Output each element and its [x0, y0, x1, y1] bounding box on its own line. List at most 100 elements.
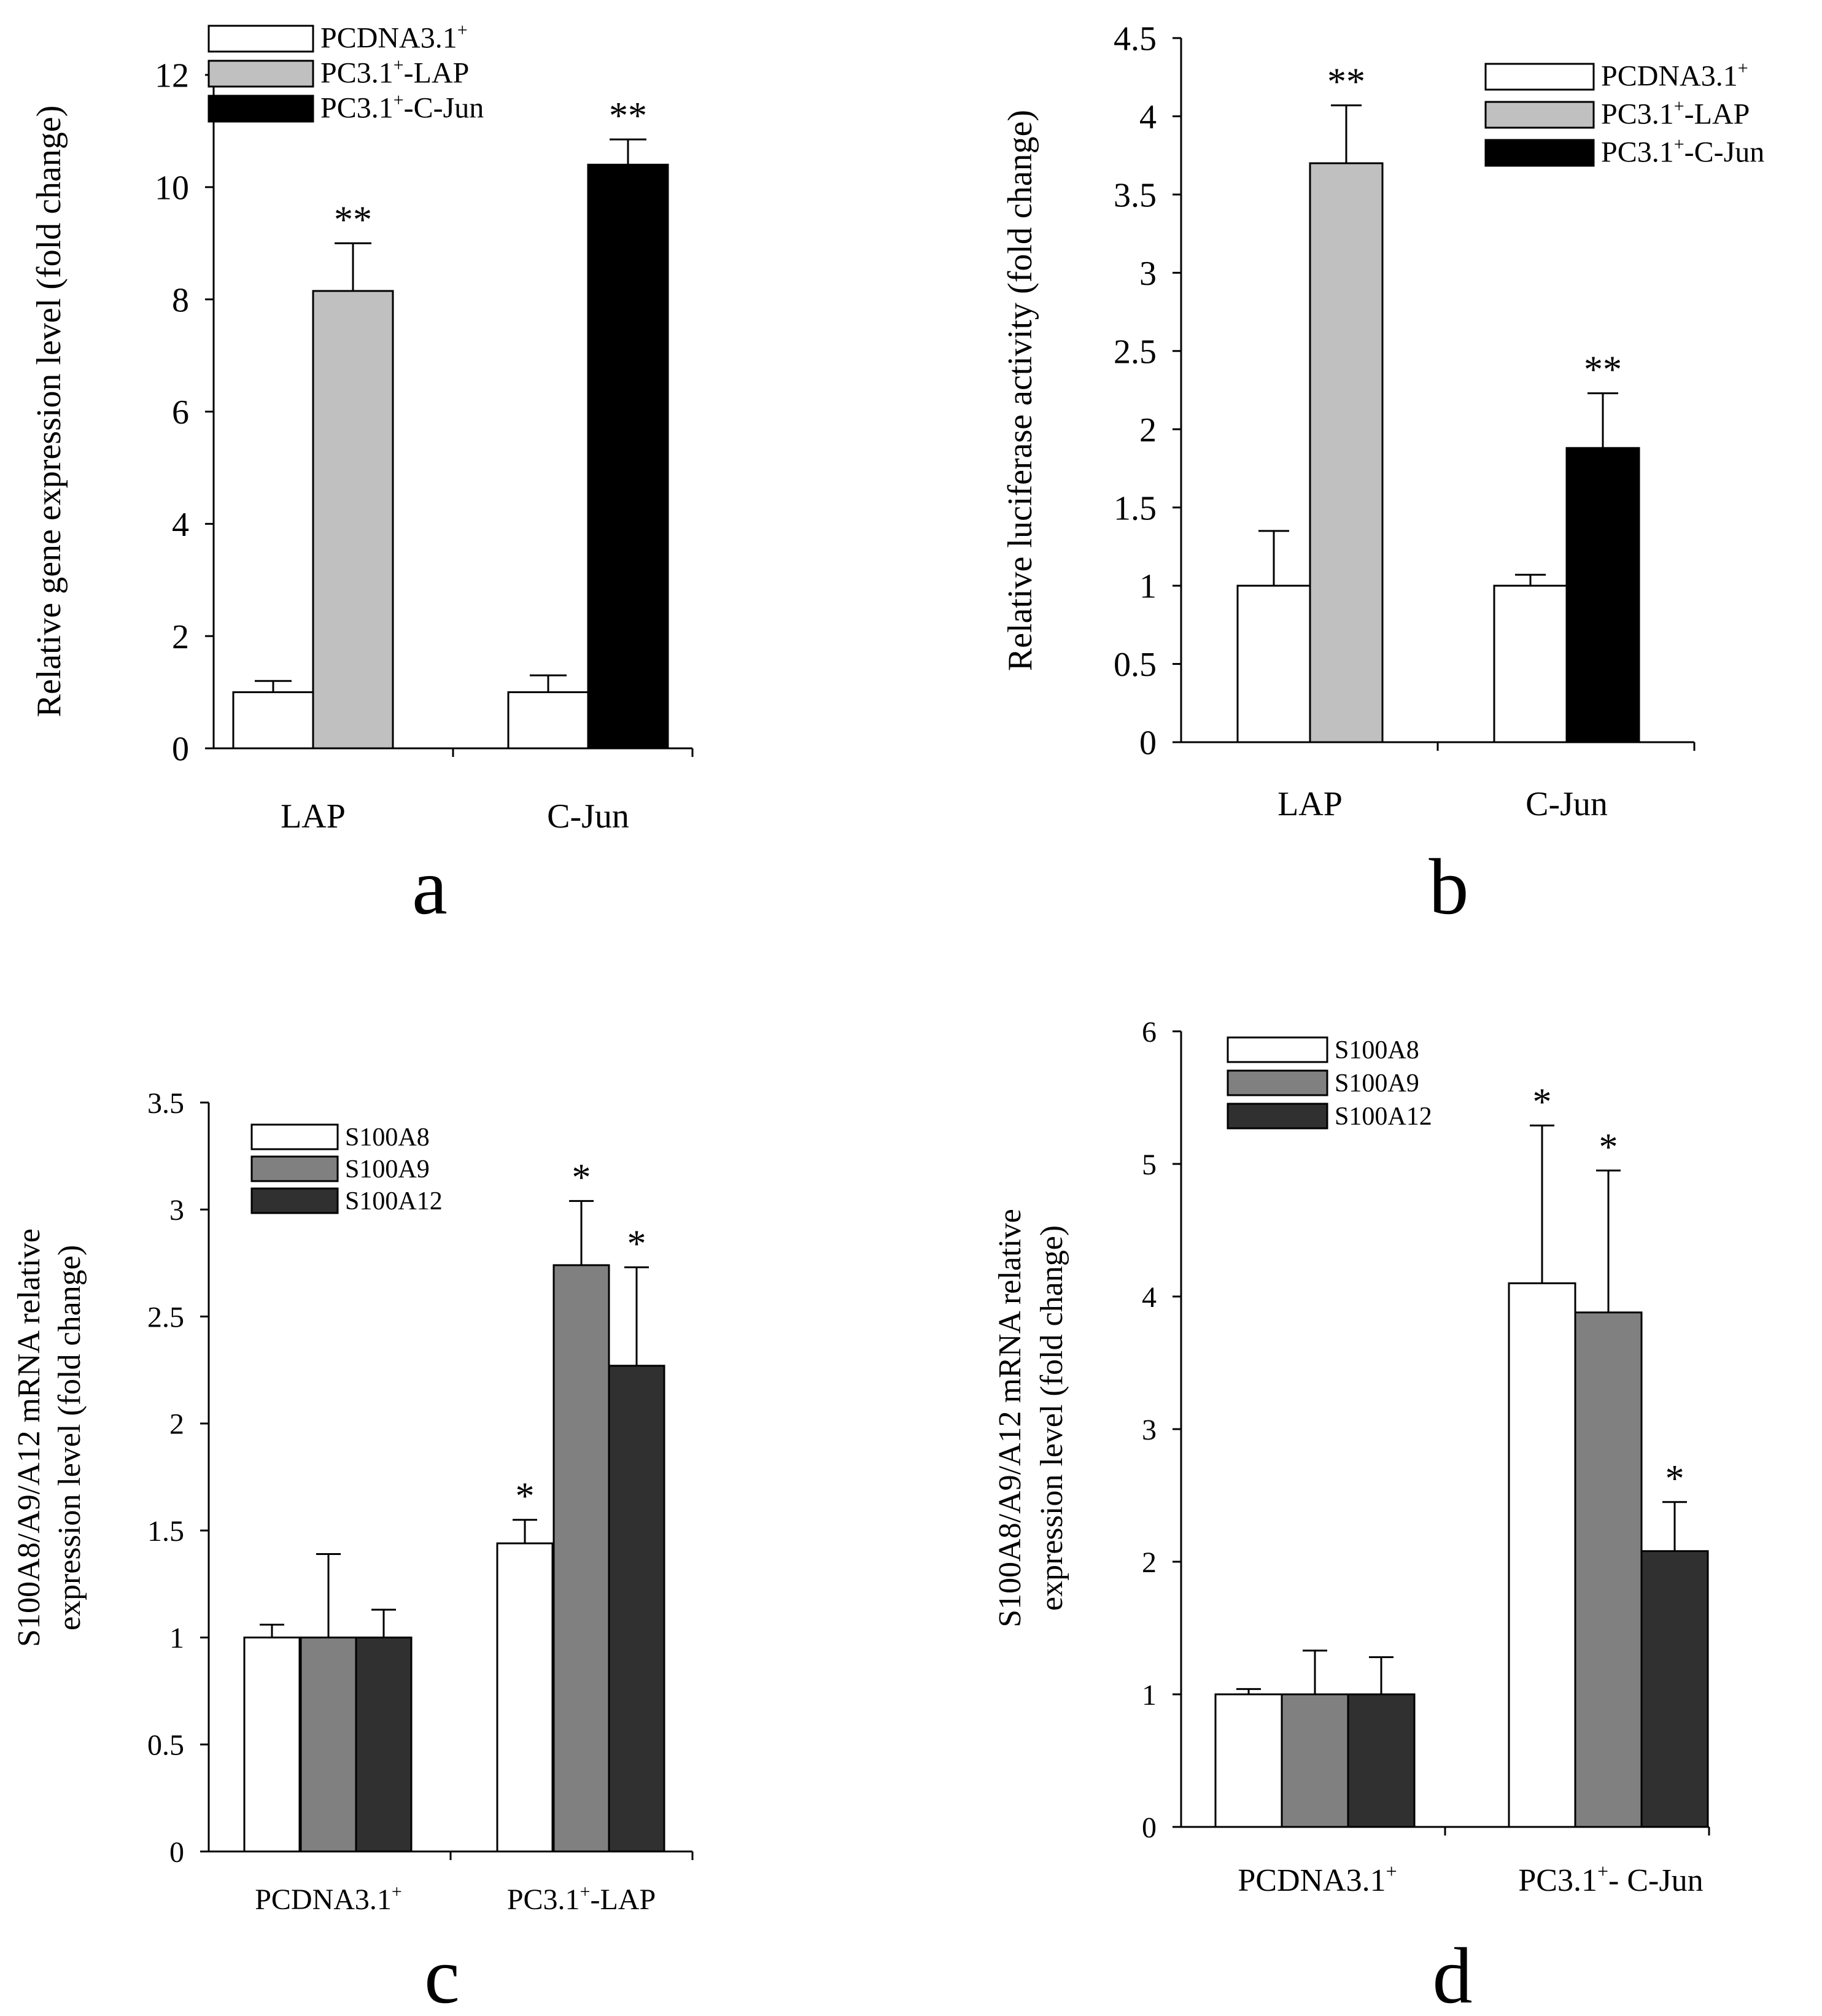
x-category-label: PCDNA3.1+​	[255, 1882, 402, 1916]
y-tick-label: 2.5	[1114, 333, 1157, 371]
bar	[552, 1264, 610, 1853]
legend-entry: PC3.1+​-C-Jun	[320, 90, 484, 125]
y-tick-label: 0	[1139, 724, 1157, 762]
y-axis-label-line-1: S100A8/A9/A12 mRNA relative	[12, 1228, 47, 1647]
legend-swatch	[207, 60, 314, 88]
y-tick-label: 6	[172, 394, 189, 432]
bar	[1493, 584, 1568, 743]
bar	[312, 290, 394, 750]
legend-swatch	[207, 95, 314, 123]
y-tick-label: 3	[1139, 255, 1157, 293]
legend-entry: S100A12	[345, 1187, 443, 1215]
y-tick-label: 3.5	[1114, 176, 1157, 214]
legend-swatch	[250, 1123, 339, 1150]
y-tick-label: 4	[1142, 1281, 1157, 1314]
panel-letter: b	[1429, 843, 1469, 931]
chart-panel-c: 0 0.5 1 1.5 2 2.5 3 3.5 PCDNA3.1+​ * * * PC3.1+​-LAP…	[12, 1087, 694, 2016]
y-tick-label: 10	[155, 169, 189, 207]
legend-entry: PC3.1+​-LAP	[1601, 96, 1750, 131]
significance-marker: **	[609, 95, 647, 137]
significance-marker: *	[572, 1157, 591, 1198]
y-tick-label: 3	[1142, 1414, 1157, 1446]
y-tick-label: 1	[169, 1622, 184, 1654]
y-axis-label: Relative luciferase activity (fold chang…	[1001, 110, 1039, 671]
y-tick-label: 3	[169, 1194, 184, 1227]
y-tick-label: 4	[1139, 98, 1157, 136]
y-tick-label: 1	[1139, 568, 1157, 606]
legend-entry: PCDNA3.1+​	[320, 20, 468, 55]
y-tick-label: 2	[169, 1408, 184, 1441]
legend-swatch	[1484, 139, 1595, 167]
legend-entry: S100A8	[1335, 1036, 1419, 1064]
bar	[1214, 1693, 1283, 1828]
y-axis-label-line-1: S100A8/A9/A12 mRNA relative	[993, 1209, 1028, 1627]
legend-swatch	[1484, 63, 1595, 91]
legend-swatch	[1227, 1036, 1328, 1063]
legend-swatch	[207, 25, 314, 53]
significance-marker: **	[1327, 61, 1365, 103]
y-tick-label: 12	[155, 57, 189, 95]
y-tick-label: 1.5	[147, 1515, 184, 1548]
significance-marker: *	[1665, 1458, 1684, 1500]
chart-panel-d: 0 1 2 3 4 5 6 PCDNA3.1+​ * * * PC3.1+​- C-Jun S100A8…	[993, 1016, 1710, 2016]
legend-swatch	[1227, 1069, 1328, 1096]
panel-letter: c	[424, 1932, 460, 2016]
x-category-label: LAP	[281, 797, 346, 835]
bar	[608, 1365, 665, 1853]
bar	[1236, 584, 1311, 743]
y-tick-label: 0.5	[1114, 646, 1157, 684]
bar	[1640, 1550, 1709, 1828]
y-tick-label: 2.5	[147, 1301, 184, 1333]
chart-panel-a: 0 2 4 6 8 10 12 ** LAP ** C-Jun Relative gene expre…	[30, 20, 694, 931]
legend-entry: PCDNA3.1+​	[1601, 58, 1748, 93]
legend-entry: PC3.1+​-C-Jun	[1601, 134, 1764, 169]
legend-swatch	[1227, 1103, 1328, 1130]
y-axis-label: Relative gene expression level (fold cha…	[30, 106, 68, 718]
y-tick-label: 8	[172, 281, 189, 319]
bar	[355, 1636, 413, 1853]
x-category-label: C-Jun	[547, 797, 629, 835]
significance-marker: **	[1584, 349, 1622, 391]
x-category-label: C-Jun	[1525, 785, 1608, 823]
y-tick-label: 5	[1142, 1149, 1157, 1181]
y-tick-label: 1	[1142, 1679, 1157, 1712]
significance-marker: *	[1533, 1081, 1552, 1123]
legend: S100A8 S100A9 S100A12	[1227, 1036, 1432, 1131]
bar	[1574, 1311, 1643, 1828]
bar	[232, 691, 314, 750]
legend-entry: PC3.1+​-LAP	[320, 55, 469, 90]
significance-marker: *	[627, 1223, 646, 1265]
x-category-label: PCDNA3.1+​	[1238, 1860, 1397, 1898]
y-tick-label: 1.5	[1114, 489, 1157, 527]
bar	[1281, 1693, 1349, 1828]
bar	[496, 1542, 554, 1853]
bar	[587, 163, 669, 750]
y-tick-label: 0	[169, 1836, 184, 1869]
bar	[1347, 1693, 1416, 1828]
significance-marker: *	[516, 1476, 535, 1518]
legend-entry: S100A9	[345, 1155, 430, 1184]
panel-letter: a	[412, 843, 448, 931]
y-tick-label: 0.5	[147, 1729, 184, 1762]
legend-swatch	[250, 1155, 339, 1182]
x-category-label: LAP	[1277, 785, 1343, 823]
y-tick-label: 3.5	[147, 1087, 184, 1120]
panel-letter: d	[1433, 1932, 1473, 2016]
legend-entry: S100A12	[1335, 1103, 1432, 1131]
y-axis-label-line-2: expression level (fold change)	[52, 1245, 87, 1630]
bar	[300, 1636, 357, 1853]
y-axis-label-line-2: expression level (fold change)	[1034, 1225, 1069, 1611]
y-tick-label: 6	[1142, 1016, 1157, 1049]
legend-swatch	[1484, 101, 1595, 129]
y-tick-label: 4.5	[1114, 20, 1157, 58]
chart-panel-b: 0 0.5 1 1.5 2 2.5 3 3.5 4 4.5 ** LAP ** C-Jun Relative…	[1001, 20, 1764, 931]
bar	[507, 691, 589, 750]
legend-swatch	[250, 1187, 339, 1214]
bar	[243, 1636, 301, 1853]
y-tick-label: 2	[1139, 411, 1157, 449]
y-tick-label: 0	[172, 731, 189, 769]
y-tick-label: 2	[172, 618, 189, 656]
x-category-label: PC3.1+​-LAP	[507, 1882, 656, 1916]
